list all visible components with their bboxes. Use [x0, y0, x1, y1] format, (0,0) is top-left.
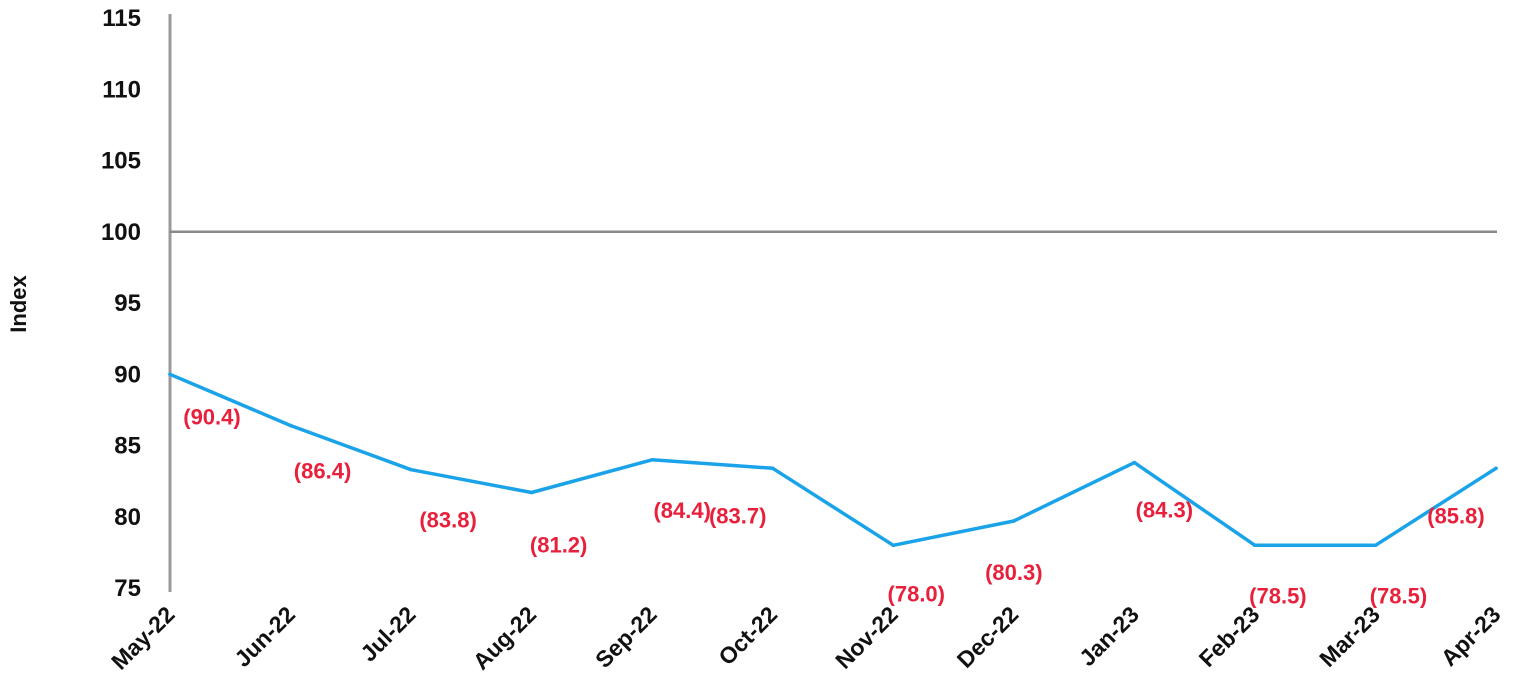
y-tick-label: 90 [114, 361, 141, 388]
x-tick-label: Sep-22 [590, 601, 662, 673]
series-line [168, 372, 1498, 548]
y-tick-label: 75 [114, 575, 141, 602]
data-point [529, 490, 534, 495]
data-point [168, 372, 172, 377]
data-point [1132, 460, 1137, 465]
data-point [1012, 519, 1016, 523]
x-axis: May-22 Jun-22 Jul-22 Aug-22 Sep-22 Oct-22 Nov-… [106, 601, 1506, 675]
data-label: (81.2) [530, 533, 587, 558]
data-point [1253, 543, 1257, 548]
data-point [650, 457, 654, 462]
y-axis-title: Index [6, 275, 31, 333]
y-tick-label: 85 [114, 433, 141, 460]
data-label: (80.3) [985, 560, 1042, 585]
y-tick-label: 115 [102, 5, 141, 32]
data-label: (78.5) [1370, 583, 1427, 608]
data-label: (84.4) [653, 498, 710, 523]
x-tick-label: Mar-23 [1314, 601, 1385, 672]
data-point [409, 467, 413, 472]
x-tick-label: Jul-22 [355, 601, 420, 666]
data-label: (90.4) [183, 404, 240, 429]
y-tick-label: 100 [101, 219, 141, 246]
data-label: (78.0) [888, 581, 945, 606]
data-label: (78.5) [1249, 583, 1306, 608]
x-tick-label: Feb-23 [1194, 601, 1265, 672]
series-group [168, 372, 1498, 548]
y-tick-label: 110 [102, 76, 141, 103]
x-tick-label: Oct-22 [713, 601, 782, 670]
x-tick-label: Nov-22 [830, 601, 903, 674]
data-labels: (90.4) (86.4) (83.8) (81.2) (84.4)(83.7) (78.… [183, 404, 1484, 608]
data-point [288, 423, 293, 428]
data-label: (83.7) [709, 503, 766, 528]
data-point [1494, 466, 1498, 471]
data-point [891, 543, 896, 548]
y-axis: 75 80 85 90 95 100 105 110 115 [101, 5, 172, 602]
x-tick-label: Dec-22 [952, 601, 1024, 673]
data-point [770, 466, 775, 471]
x-tick-label: May-22 [106, 601, 180, 675]
x-tick-label: Jan-23 [1074, 601, 1144, 671]
data-point [1373, 543, 1378, 548]
y-tick-label: 105 [101, 148, 141, 175]
y-tick-label: 80 [114, 504, 141, 531]
data-label: (86.4) [294, 459, 351, 484]
x-tick-label: Apr-23 [1436, 601, 1506, 671]
data-label: (84.3) [1136, 498, 1193, 523]
data-label: (83.8) [419, 508, 476, 533]
y-tick-label: 95 [114, 290, 141, 317]
x-tick-label: Aug-22 [468, 601, 542, 675]
x-tick-label: Jun-22 [229, 601, 300, 672]
data-label: (85.8) [1427, 503, 1484, 528]
